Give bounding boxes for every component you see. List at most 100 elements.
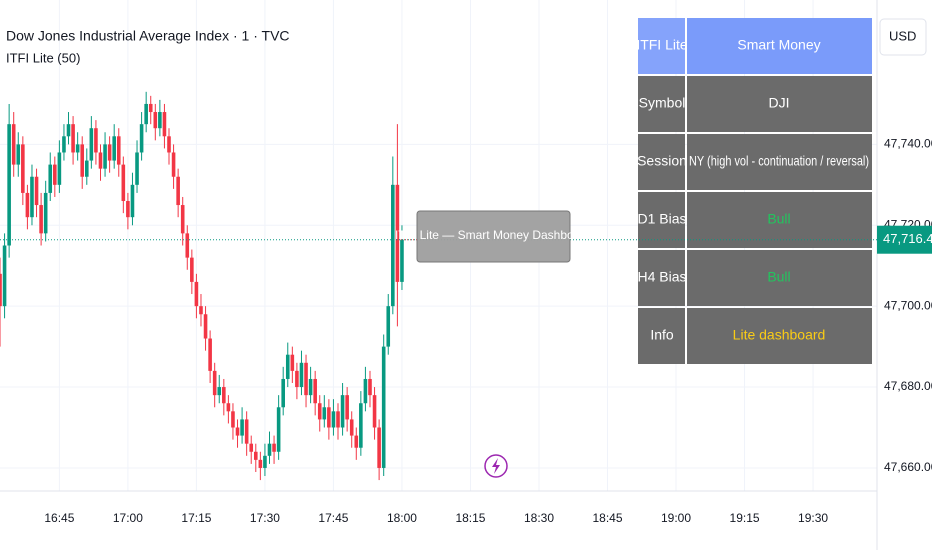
candle-body [176,176,180,206]
table-label: Symbol [639,95,686,111]
candle-body [340,395,345,428]
candle-body [144,103,148,125]
candle-body [75,144,80,153]
candle-body [153,112,158,129]
x-tick-label: 18:30 [524,511,554,525]
candle-body [231,411,235,428]
table-value: Bull [767,211,790,227]
candle-body [53,164,57,185]
currency-button[interactable] [879,18,927,56]
candle-body [194,281,199,307]
candle-body [130,184,135,218]
dashboard-table: ITFI Lite Smart Money Symbol DJI Session NY (… [636,18,872,364]
candle-body [327,407,331,428]
table-cell [638,192,685,248]
candle-body [167,136,171,153]
candle-body [391,184,395,307]
candle-body [249,443,254,452]
table-cell [687,18,872,74]
x-tick-label: 17:15 [181,511,211,525]
x-tick-label: 19:15 [730,511,760,525]
candle-body [244,419,249,444]
candle-body [222,387,226,404]
table-label: H4 Bias [637,269,686,285]
candle-body [94,128,98,153]
x-tick-label: 18:45 [592,511,622,525]
candle-body [112,136,116,161]
candle-body [103,144,107,169]
table-value: DJI [769,95,790,111]
table-cell [687,192,872,248]
candle-body [203,314,208,339]
candle-body [25,192,30,218]
table-label: ITFI Lite [636,37,688,53]
candle-body [285,354,290,379]
x-tick-label: 19:00 [661,511,691,525]
table-label: Session [637,153,687,169]
y-tick-label: 47,680.00 [884,379,932,393]
candle-body [304,362,308,396]
candle-body [98,152,103,169]
currency-label[interactable]: USD [889,28,916,43]
x-tick-label: 18:00 [387,511,417,525]
candle-body [217,387,222,396]
candle-body [336,411,340,428]
candle-body [263,455,267,468]
candle-body [235,427,240,436]
table-cell [638,308,685,364]
candle-body [34,176,39,206]
table-value: Lite dashboard [733,327,826,343]
candle-body [299,362,304,388]
table-cell [687,134,872,190]
candle-body [180,205,185,234]
candle-body [43,192,48,234]
candle-body [368,378,372,396]
y-tick-label: 47,660.00 [884,460,932,474]
table-cell [638,76,685,132]
table-value: Smart Money [737,37,820,53]
candle-body [386,306,391,347]
last-price-label: 47,716.43 [883,231,932,246]
candle-body [354,435,359,448]
candle-body [84,160,89,177]
candle-body [171,152,176,177]
x-tick-label: 17:45 [318,511,348,525]
candle-body [267,443,272,456]
candle-body [7,124,11,246]
table-label: Info [650,327,674,343]
table-cell [638,18,685,74]
candle-body [381,346,386,468]
candle-body [30,176,34,218]
last-price-box [877,225,932,254]
x-tick-label: 18:15 [455,511,485,525]
chart-title: Dow Jones Industrial Average Index · 1 ·… [6,28,290,44]
candle-body [377,427,381,468]
candle-body [190,257,194,282]
candle-body [317,403,322,420]
candle-body [281,378,285,408]
candle-body [258,459,263,468]
candle-body [71,124,75,153]
table-value: NY (high vol - continuation / reversal) [689,153,869,169]
candle-body [16,144,21,165]
candle-body [240,419,244,436]
candle-body [313,378,317,404]
x-tick-label: 16:45 [44,511,74,525]
candle-body [80,144,85,177]
candle-body [2,245,7,307]
candles [0,91,404,481]
candle-body [0,273,2,307]
candle-body [295,370,299,388]
candle-body [272,443,276,452]
candle-body [126,201,130,218]
table-cell [687,76,872,132]
candle-body [276,407,281,452]
candle-body [135,152,139,185]
table-cell [687,308,872,364]
x-tick-label: 19:30 [798,511,828,525]
y-tick-label: 47,700.00 [884,298,932,312]
candle-body [121,164,126,202]
x-tick-label: 17:00 [113,511,143,525]
y-tick-label: 47,740.00 [884,137,932,151]
